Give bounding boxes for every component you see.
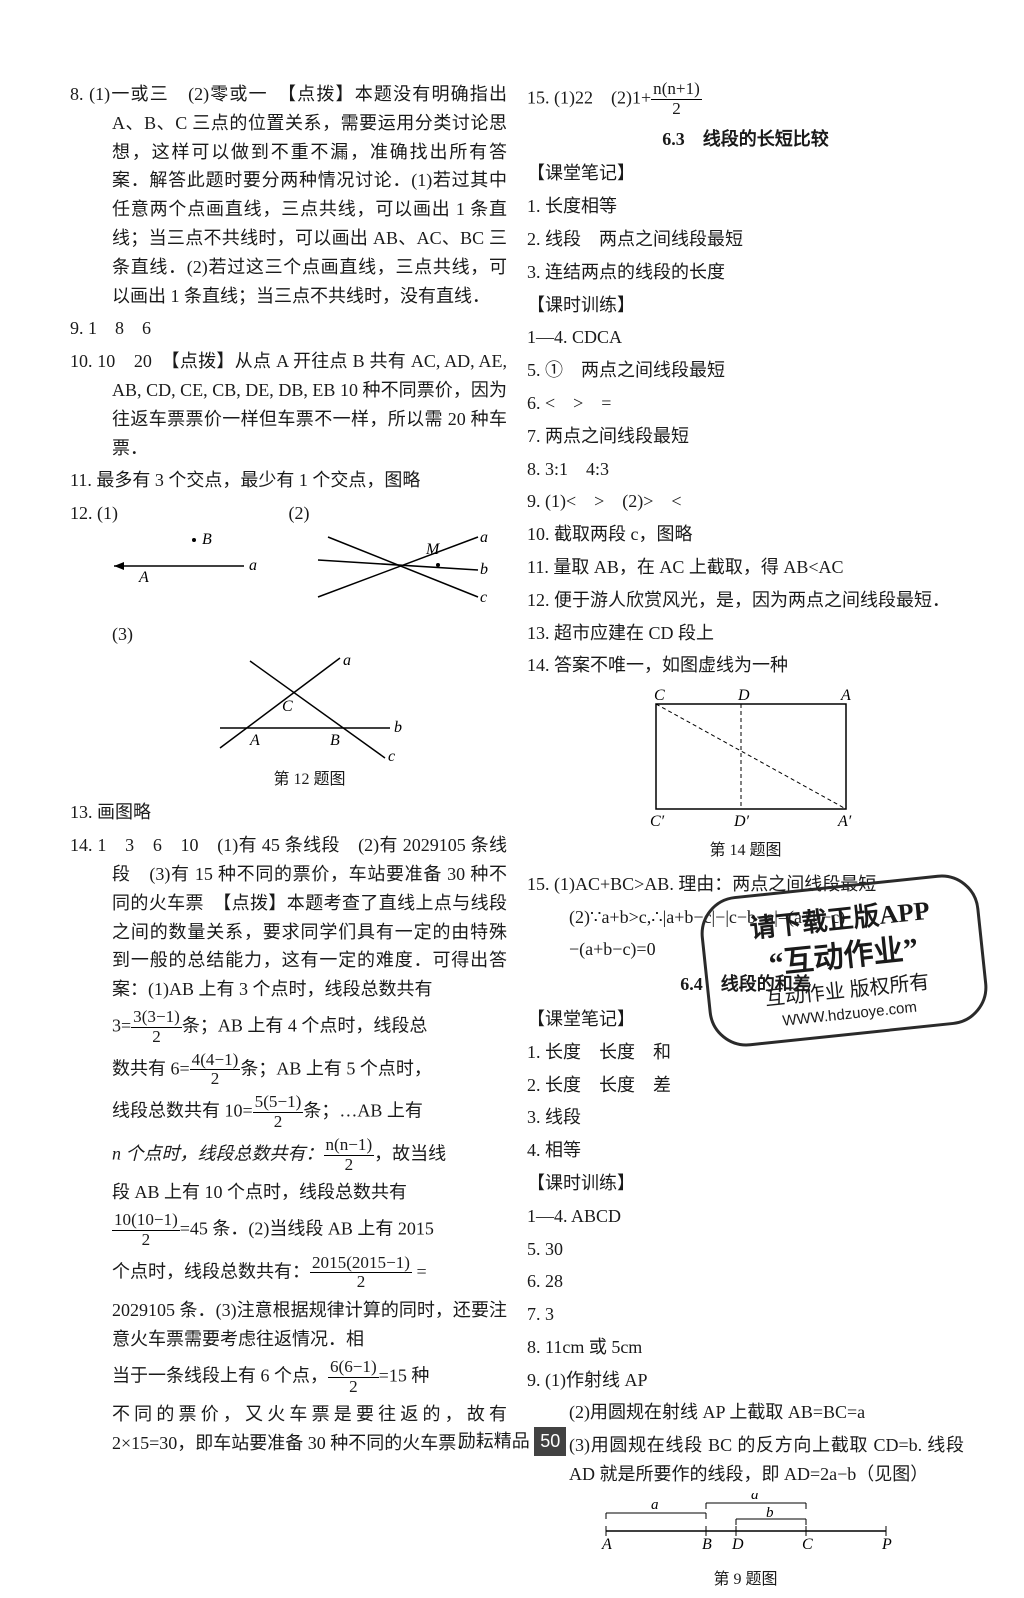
svg-text:c: c <box>388 748 395 763</box>
s7: 7. 3 <box>527 1300 964 1329</box>
t12: 12. 便于游人欣赏风光，是，因为两点之间线段最短． <box>527 586 964 615</box>
svg-text:M: M <box>425 541 441 558</box>
r-q15: 15. (1)22 (2)1+n(n+1)2 <box>527 80 964 119</box>
notes-head: 【课堂笔记】 <box>527 159 964 188</box>
s8: 8. 11cm 或 5cm <box>527 1333 964 1362</box>
train-head: 【课时训练】 <box>527 291 964 320</box>
svg-text:A: A <box>249 732 260 749</box>
footer-text: 励耘精品 <box>458 1431 530 1451</box>
fig12-3: a b c A B C <box>210 653 410 763</box>
svg-text:D: D <box>737 687 750 704</box>
q12-p3: (3) a b c A B C 第 12 题图 <box>70 620 507 792</box>
n1: 1. 长度相等 <box>527 192 964 221</box>
q14-line-f5: 线段总数共有 10=5(5−1)2条；…AB 上有 <box>70 1093 507 1132</box>
q11: 11. 最多有 3 个交点，最少有 1 个交点，图略 <box>70 466 507 495</box>
q14-line-f10: 10(10−1)2=45 条．(2)当线段 AB 上有 2015 <box>70 1211 507 1250</box>
q12: 12. (1) B A a (2) a b c <box>70 499 507 616</box>
q14i: 2029105 条．(3)注意根据规律计算的同时，还要注意火车票需要考虑往返情况… <box>70 1296 507 1354</box>
q9: 9. 1 8 6 <box>70 314 507 343</box>
svg-text:b: b <box>480 561 488 578</box>
fig14-rect: C D A C′ D′ A′ <box>626 684 866 834</box>
svg-text:C′: C′ <box>650 813 665 830</box>
svg-text:b: b <box>394 719 402 736</box>
s1-4: 1—4. ABCD <box>527 1202 964 1231</box>
sec-6-3-title: 6.3 线段的长短比较 <box>527 125 964 154</box>
q12-label-2: (2) <box>289 503 310 523</box>
page-footer: 励耘精品 50 <box>0 1427 1024 1456</box>
q14a: 14. 1 3 6 10 (1)有 45 条线段 (2)有 2029105 条线… <box>70 831 507 1004</box>
svg-text:C: C <box>654 687 665 704</box>
svg-text:A′: A′ <box>837 813 852 830</box>
t14: 14. 答案不唯一，如图虚线为一种 <box>527 651 964 680</box>
svg-text:A: A <box>840 687 851 704</box>
s9a: 9. (1)作射线 AP <box>527 1366 964 1395</box>
svg-text:B: B <box>330 732 340 749</box>
svg-text:a: a <box>480 532 488 546</box>
n3: 3. 连结两点的线段的长度 <box>527 258 964 287</box>
svg-text:C: C <box>282 698 293 715</box>
fig12-1: B A a <box>99 532 259 582</box>
watermark-stamp: 请下载正版APP “互动作业” 互动作业 版权所有 WWW.hdzuoye.co… <box>697 871 991 1050</box>
q14-line-f2015: 个点时，线段总数共有：2015(2015−1)2 = <box>70 1254 507 1293</box>
t5: 5. ① 两点之间线段最短 <box>527 356 964 385</box>
t7: 7. 两点之间线段最短 <box>527 422 964 451</box>
t1-4: 1—4. CDCA <box>527 323 964 352</box>
t9: 9. (1)< > (2)> < <box>527 487 964 516</box>
q14f: 段 AB 上有 10 个点时，线段总数共有 <box>70 1178 507 1207</box>
t13: 13. 超市应建在 CD 段上 <box>527 619 964 648</box>
svg-text:a: a <box>751 1493 759 1503</box>
svg-text:a: a <box>343 653 351 669</box>
q13: 13. 画图略 <box>70 798 507 827</box>
svg-text:A: A <box>138 569 149 582</box>
svg-text:C: C <box>802 1536 813 1553</box>
svg-text:D′: D′ <box>733 813 750 830</box>
q12-label-1: 12. (1) <box>70 503 118 523</box>
fig12-2: a b c M <box>308 532 488 612</box>
fig12-caption: 第 12 题图 <box>112 767 507 793</box>
q14-line-fn: n 个点时，线段总数共有：n(n−1)2，故当线 <box>70 1136 507 1175</box>
q8: 8. (1)一或三 (2)零或一 【点拨】本题没有明确指出 A、B、C 三点的位… <box>70 80 507 310</box>
t8: 8. 3:1 4:3 <box>527 455 964 484</box>
q14-line-f4: 数共有 6=4(4−1)2条；AB 上有 5 个点时， <box>70 1051 507 1090</box>
svg-text:a: a <box>651 1497 659 1513</box>
s5: 5. 30 <box>527 1235 964 1264</box>
m3: 3. 线段 <box>527 1103 964 1132</box>
train-head-2: 【课时训练】 <box>527 1169 964 1198</box>
svg-text:B: B <box>202 532 212 548</box>
svg-text:a: a <box>249 557 257 574</box>
fig9: a a b A B D C P <box>586 1493 906 1563</box>
q14-line-f6: 当于一条线段上有 6 个点，6(6−1)2=15 种 <box>70 1358 507 1397</box>
n2: 2. 线段 两点之间线段最短 <box>527 225 964 254</box>
cap14: 第 14 题图 <box>527 838 964 864</box>
t10: 10. 截取两段 c，图略 <box>527 520 964 549</box>
q14-line-f3: 3=3(3−1)2条；AB 上有 4 个点时，线段总 <box>70 1008 507 1047</box>
t11: 11. 量取 AB，在 AC 上截取，得 AB<AC <box>527 553 964 582</box>
q10: 10. 10 20 【点拨】从点 A 开往点 B 共有 AC, AD, AE, … <box>70 347 507 462</box>
svg-text:D: D <box>731 1536 744 1553</box>
svg-text:c: c <box>480 589 487 606</box>
t6: 6. < > = <box>527 389 964 418</box>
svg-text:b: b <box>766 1505 774 1521</box>
cap9: 第 9 题图 <box>527 1567 964 1593</box>
s6: 6. 28 <box>527 1267 964 1296</box>
m2: 2. 长度 长度 差 <box>527 1071 964 1100</box>
svg-text:P: P <box>881 1536 892 1553</box>
s9b: (2)用圆规在射线 AP 上截取 AB=BC=a <box>527 1398 964 1427</box>
svg-text:A: A <box>601 1536 612 1553</box>
svg-text:B: B <box>702 1536 712 1553</box>
page-number: 50 <box>534 1427 566 1456</box>
m4: 4. 相等 <box>527 1136 964 1165</box>
